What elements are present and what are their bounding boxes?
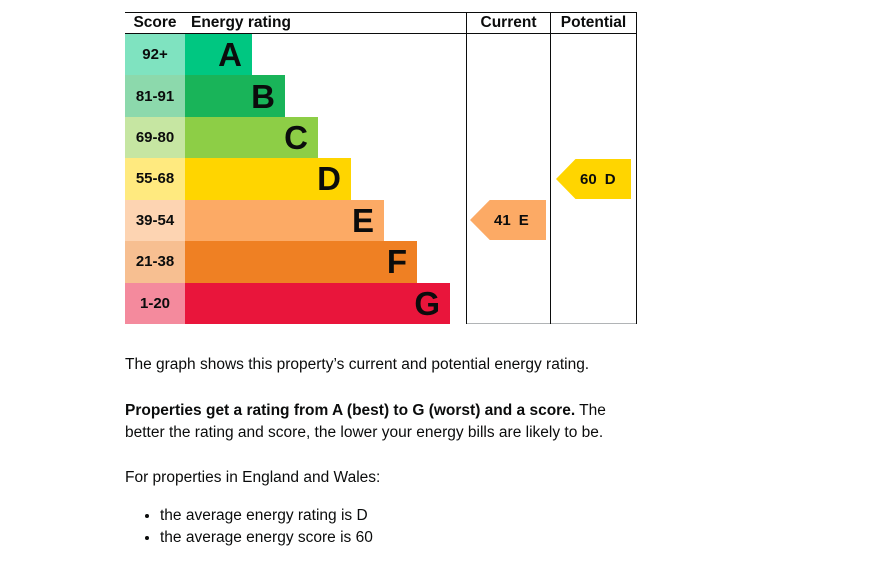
rating-explanation-rest: The better the rating and score, the low… bbox=[125, 402, 606, 441]
band-bar: G bbox=[185, 282, 450, 324]
band-letter: F bbox=[386, 243, 407, 281]
band-row-c: 69-80 C bbox=[125, 116, 466, 159]
current-rating-letter: E bbox=[518, 211, 529, 229]
band-row-f: 21-38 F bbox=[125, 241, 466, 283]
region-note-text: For properties in England and Wales: bbox=[125, 469, 381, 486]
rating-explanation-bold: Properties get a rating from A (best) to… bbox=[125, 402, 576, 419]
band-letter: G bbox=[414, 284, 440, 322]
rating-bands: 92+ A 81-91 B 69-80 C bbox=[125, 34, 466, 324]
potential-rating-arrow: 60 D bbox=[556, 159, 631, 199]
energy-rating-column-header: Energy rating bbox=[191, 14, 291, 31]
epc-page: Score Energy rating 92+ A 81-91 B 6 bbox=[0, 0, 872, 548]
band-row-a: 92+ A bbox=[125, 34, 466, 76]
band-row-g: 1-20 G bbox=[125, 282, 466, 324]
potential-arrow-zone: 60 D bbox=[551, 34, 636, 324]
band-letter: B bbox=[251, 77, 275, 115]
band-score-label: 21-38 bbox=[125, 241, 185, 283]
averages-list: the average energy rating is D the avera… bbox=[125, 505, 647, 548]
current-rating-column: Current 41 E bbox=[466, 13, 550, 324]
current-column-header: Current bbox=[467, 13, 550, 34]
rating-explanation-text: Properties get a rating from A (best) to… bbox=[125, 400, 647, 444]
chart-intro-text: The graph shows this property’s current … bbox=[125, 356, 590, 373]
band-letter: D bbox=[317, 160, 341, 198]
potential-rating-letter: D bbox=[604, 170, 616, 188]
epc-rating-chart: Score Energy rating 92+ A 81-91 B 6 bbox=[125, 12, 637, 324]
band-score-label: 55-68 bbox=[125, 158, 185, 200]
band-letter: A bbox=[218, 36, 242, 74]
current-arrow-zone: 41 E bbox=[467, 34, 550, 324]
current-rating-arrow: 41 E bbox=[470, 200, 546, 240]
average-score-item: the average energy score is 60 bbox=[160, 527, 647, 549]
band-bar: E bbox=[185, 199, 384, 242]
band-score-label: 1-20 bbox=[125, 282, 185, 324]
potential-rating-column: Potential 60 D bbox=[550, 13, 637, 324]
score-column-header: Score bbox=[133, 14, 177, 31]
rating-bands-column: Score Energy rating 92+ A 81-91 B 6 bbox=[125, 13, 466, 324]
chart-description-block: The graph shows this property’s current … bbox=[125, 354, 647, 548]
band-score-label: 92+ bbox=[125, 34, 185, 76]
band-letter: E bbox=[351, 201, 374, 239]
band-score-label: 69-80 bbox=[125, 116, 185, 159]
band-bar: B bbox=[185, 75, 285, 117]
band-letter: C bbox=[284, 119, 308, 157]
potential-column-header: Potential bbox=[551, 13, 636, 34]
average-rating-item: the average energy rating is D bbox=[160, 505, 647, 527]
current-rating-score: 41 bbox=[494, 211, 511, 229]
chart-header-main: Score Energy rating bbox=[125, 13, 466, 34]
band-score-label: 39-54 bbox=[125, 199, 185, 242]
potential-rating-score: 60 bbox=[580, 170, 597, 188]
band-row-e: 39-54 E bbox=[125, 199, 466, 242]
band-row-d: 55-68 D bbox=[125, 158, 466, 200]
band-bar: F bbox=[185, 241, 417, 283]
band-bar: A bbox=[185, 34, 252, 76]
band-bar: D bbox=[185, 158, 351, 200]
band-score-label: 81-91 bbox=[125, 75, 185, 117]
band-bar: C bbox=[185, 116, 318, 159]
band-row-b: 81-91 B bbox=[125, 75, 466, 117]
